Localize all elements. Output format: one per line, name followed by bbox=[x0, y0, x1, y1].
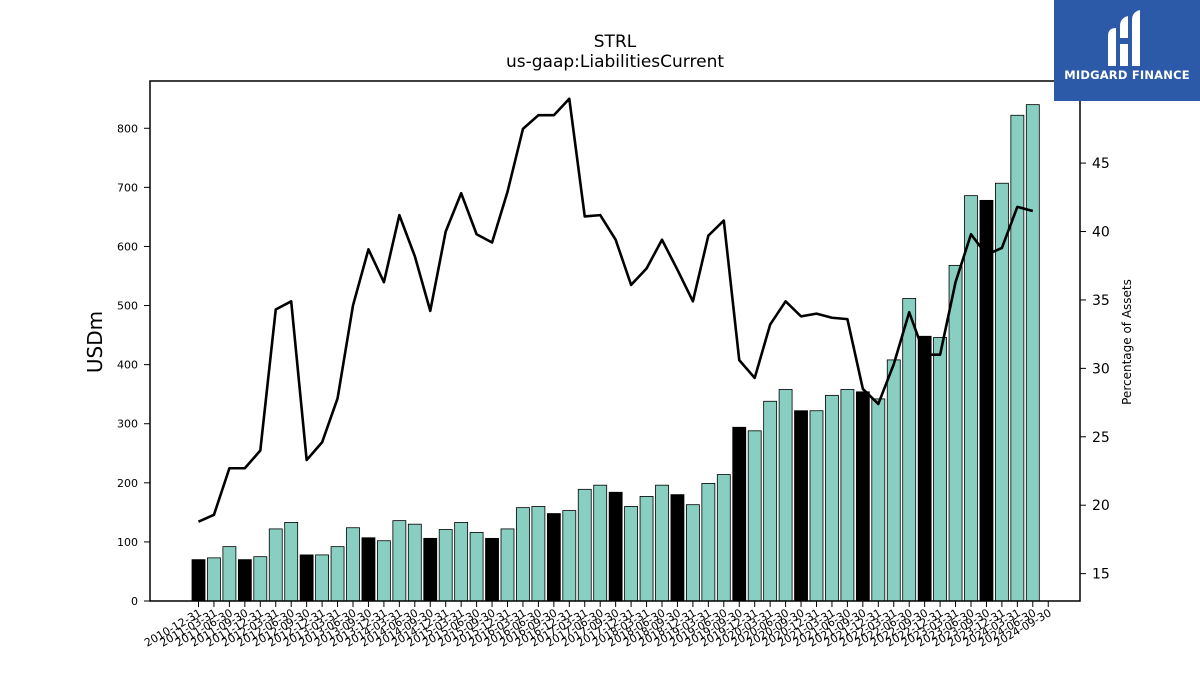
axes bbox=[149, 80, 1081, 602]
bar-2023-06-30 bbox=[964, 195, 978, 602]
y2-axis-label: Percentage of Assets bbox=[1120, 279, 1134, 405]
logo-mark-icon bbox=[1108, 10, 1140, 66]
bar-2022-09-30 bbox=[917, 335, 932, 602]
y2-tick-label: 20 bbox=[1092, 498, 1110, 514]
bar-2012-09-30 bbox=[299, 554, 314, 602]
bar-2010-12-31 bbox=[191, 559, 206, 602]
bar-2024-06-30 bbox=[1025, 104, 1040, 602]
logo: MIDGARD FINANCE bbox=[1054, 0, 1200, 101]
bar-2023-09-30 bbox=[979, 199, 994, 602]
plot-frame bbox=[149, 80, 1081, 602]
bar-2018-12-31 bbox=[686, 504, 700, 602]
y-tick-label: 800 bbox=[117, 122, 138, 135]
bar-2016-12-31 bbox=[562, 510, 577, 602]
y-ticks: 0 100 200 300 400 500 600 700 800 bbox=[117, 122, 150, 608]
bar-2017-03-31 bbox=[577, 488, 592, 602]
y2-tick-label: 30 bbox=[1092, 361, 1110, 377]
bar-2020-09-30 bbox=[794, 410, 808, 602]
y2-tick-label: 40 bbox=[1092, 225, 1110, 241]
bar-2012-12-31 bbox=[315, 554, 330, 602]
bar-2014-03-31 bbox=[392, 520, 407, 602]
bar-2015-06-30 bbox=[469, 532, 484, 602]
bar-2016-03-31 bbox=[516, 507, 530, 602]
bar-2020-03-31 bbox=[763, 400, 778, 602]
bar-2015-09-30 bbox=[485, 537, 499, 602]
bar-2018-09-30 bbox=[670, 494, 685, 602]
y-tick-label: 500 bbox=[117, 300, 138, 313]
y-tick-label: 300 bbox=[117, 418, 138, 431]
bars bbox=[191, 104, 1040, 602]
bar-2018-06-30 bbox=[655, 484, 669, 602]
bar-2021-12-31 bbox=[871, 398, 886, 602]
bar-2014-12-31 bbox=[438, 529, 453, 602]
chart-subtitle: us-gaap:LiabilitiesCurrent bbox=[505, 52, 725, 72]
y-tick-label: 200 bbox=[117, 477, 138, 490]
bar-2019-03-31 bbox=[701, 483, 716, 602]
bar-2018-03-31 bbox=[639, 496, 654, 602]
bar-2014-09-30 bbox=[423, 537, 438, 602]
bar-2020-12-31 bbox=[809, 410, 824, 602]
bar-2013-06-30 bbox=[346, 527, 360, 602]
y-tick-label: 0 bbox=[131, 595, 138, 608]
chart-title: STRL bbox=[593, 32, 637, 52]
y2-tick-label: 35 bbox=[1092, 293, 1110, 309]
bar-2017-12-31 bbox=[624, 506, 638, 602]
bar-2021-06-30 bbox=[840, 389, 855, 602]
bar-2015-12-31 bbox=[500, 528, 515, 602]
bar-2012-03-31 bbox=[268, 528, 283, 602]
bar-2011-03-31 bbox=[207, 557, 221, 602]
bar-2015-03-31 bbox=[454, 522, 469, 602]
y-tick-label: 700 bbox=[117, 181, 138, 194]
percentage-line bbox=[197, 97, 1034, 523]
y-tick-label: 600 bbox=[117, 240, 138, 253]
bar-2023-03-31 bbox=[948, 264, 963, 602]
logo-text: MIDGARD FINANCE bbox=[1064, 68, 1190, 82]
bar-2012-06-30 bbox=[284, 522, 299, 602]
bar-2017-09-30 bbox=[608, 491, 623, 602]
bar-2019-09-30 bbox=[732, 426, 747, 602]
y-tick-label: 400 bbox=[117, 359, 138, 372]
bar-2021-03-31 bbox=[825, 394, 839, 602]
bar-2013-12-31 bbox=[376, 540, 391, 602]
y-axis-label: USDm bbox=[83, 311, 107, 373]
bar-2016-09-30 bbox=[546, 513, 561, 602]
x-ticks: 2010-12-312011-03-312011-06-302011-09-30… bbox=[142, 601, 1054, 650]
bar-2019-12-31 bbox=[747, 430, 762, 602]
bar-2022-03-31 bbox=[886, 359, 901, 602]
bar-2022-12-31 bbox=[933, 337, 947, 602]
bar-2013-03-31 bbox=[330, 546, 345, 602]
y2-tick-label: 15 bbox=[1092, 567, 1110, 583]
bar-2017-06-30 bbox=[593, 484, 608, 602]
y2-tick-label: 45 bbox=[1092, 156, 1110, 172]
bar-2016-06-30 bbox=[531, 506, 546, 602]
bar-2021-09-30 bbox=[855, 391, 870, 602]
bar-2013-09-30 bbox=[361, 537, 376, 602]
percentage-series-line bbox=[197, 97, 1034, 523]
bar-2019-06-30 bbox=[716, 474, 731, 602]
bar-2011-06-30 bbox=[222, 546, 237, 602]
bar-2024-03-31 bbox=[1010, 114, 1025, 602]
y2-tick-label: 25 bbox=[1092, 430, 1110, 446]
y2-ticks: 1520253035404550 bbox=[1080, 88, 1110, 583]
bar-2020-06-30 bbox=[778, 389, 793, 602]
bar-2014-06-30 bbox=[407, 523, 422, 602]
bar-2011-12-31 bbox=[253, 556, 268, 602]
bar-2022-06-30 bbox=[902, 298, 917, 602]
bar-2011-09-30 bbox=[237, 559, 252, 602]
y-tick-label: 100 bbox=[117, 536, 138, 549]
